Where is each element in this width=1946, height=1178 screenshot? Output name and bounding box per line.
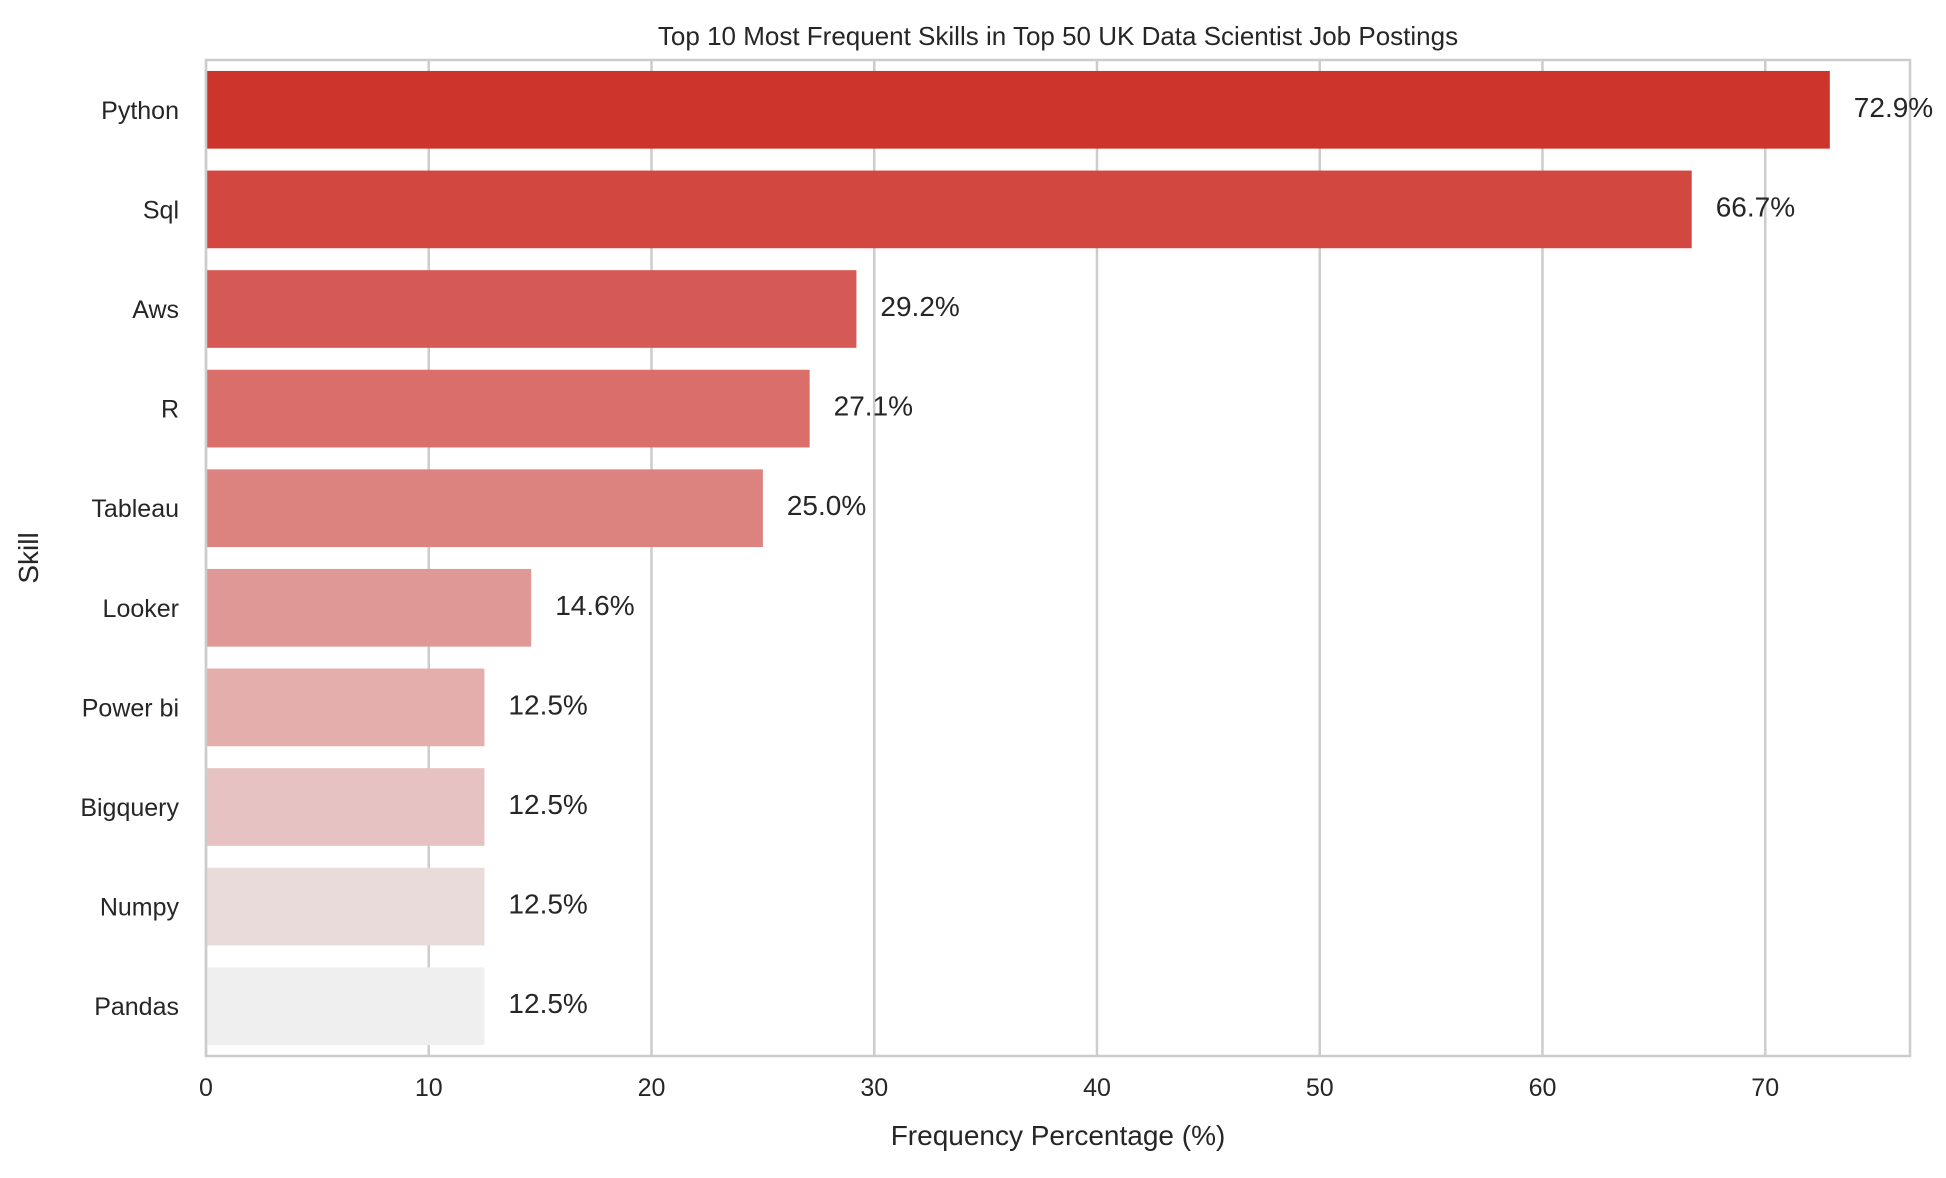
x-tick-label: 0	[199, 1074, 213, 1102]
bar	[207, 867, 485, 946]
value-label: 25.0%	[787, 490, 866, 521]
y-tick-label: Bigquery	[80, 794, 179, 822]
x-axis-label: Frequency Percentage (%)	[891, 1120, 1226, 1151]
x-tick-label: 10	[415, 1074, 443, 1102]
y-tick-label: Numpy	[100, 894, 180, 922]
bars	[207, 70, 1830, 1046]
chart-title: Top 10 Most Frequent Skills in Top 50 UK…	[658, 21, 1458, 51]
value-label: 27.1%	[834, 391, 913, 422]
value-label: 12.5%	[508, 988, 587, 1019]
value-label: 66.7%	[1716, 191, 1795, 222]
x-tick-label: 40	[1083, 1074, 1111, 1102]
y-tick-label: Python	[101, 97, 179, 125]
y-tick-label: Pandas	[94, 993, 179, 1021]
bar	[207, 70, 1830, 149]
y-tick-label: R	[161, 396, 179, 424]
y-axis-label: Skill	[13, 532, 44, 583]
x-tick-label: 60	[1529, 1074, 1557, 1102]
value-label: 29.2%	[880, 291, 959, 322]
bar	[207, 170, 1692, 249]
bar	[207, 967, 485, 1046]
value-label: 72.9%	[1854, 92, 1933, 123]
y-tick-label: Sql	[143, 196, 179, 224]
bar	[207, 270, 857, 348]
x-tick-label: 70	[1751, 1074, 1779, 1102]
bar	[207, 668, 485, 747]
y-tick-label: Aws	[132, 296, 179, 324]
value-labels: 72.9% 66.7% 29.2% 27.1% 25.0% 14.6% 12.5% 12.5%…	[508, 92, 1933, 1019]
value-label: 12.5%	[508, 689, 587, 720]
plot-frame	[204, 58, 1912, 1058]
y-tick-labels: Python Sql Aws R Tableau Looker Power bi Bigque…	[80, 97, 179, 1021]
y-tick-label: Looker	[103, 595, 179, 623]
bar	[207, 568, 532, 647]
y-tick-label: Tableau	[91, 495, 179, 523]
x-tick-label: 50	[1306, 1074, 1334, 1102]
y-tick-label: Power bi	[82, 694, 179, 722]
bar	[207, 768, 485, 846]
value-label: 14.6%	[555, 590, 634, 621]
value-label: 12.5%	[508, 789, 587, 820]
bar	[207, 369, 810, 448]
x-tick-label: 20	[638, 1074, 666, 1102]
bar	[207, 469, 763, 548]
x-tick-label: 30	[860, 1074, 888, 1102]
value-label: 12.5%	[508, 889, 587, 920]
x-tick-labels: 0 10 20 30 40 50 60 70	[199, 1074, 1779, 1102]
